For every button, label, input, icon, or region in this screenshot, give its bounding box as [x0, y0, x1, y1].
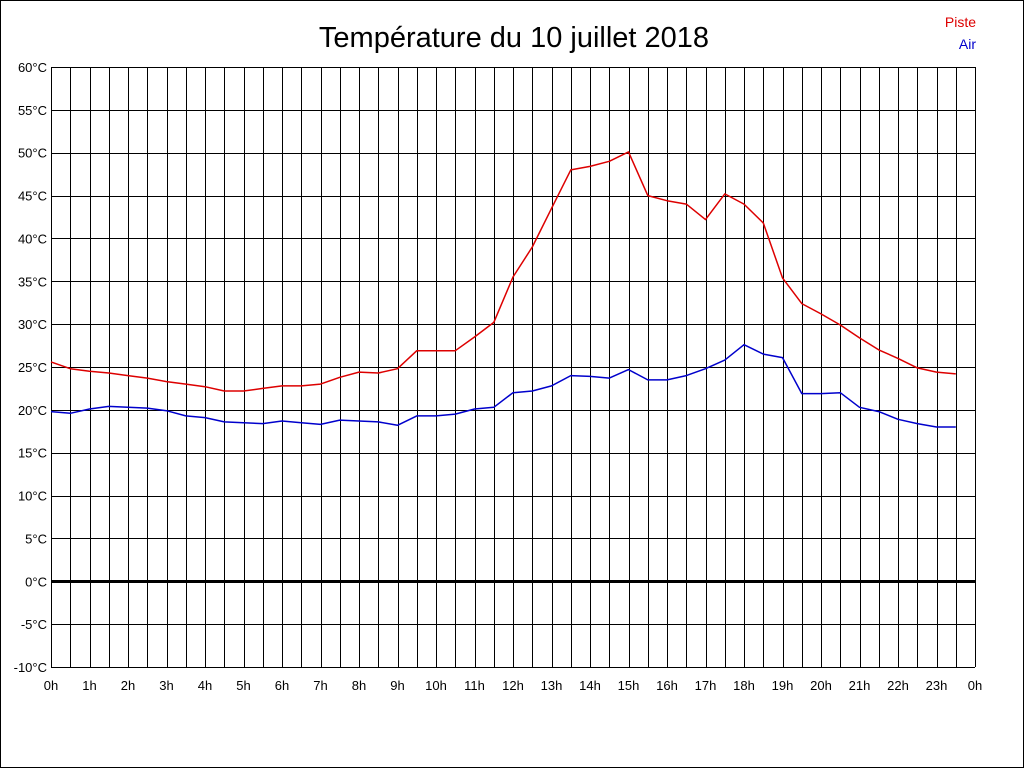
y-tick-label: -10°C — [14, 660, 47, 675]
x-tick-label: 23h — [926, 678, 948, 693]
x-tick-label: 2h — [121, 678, 135, 693]
legend: Piste Air — [945, 14, 976, 52]
x-tick-label: 6h — [275, 678, 289, 693]
grid — [51, 67, 976, 668]
y-tick-label: 25°C — [18, 360, 47, 375]
x-tick-label: 7h — [313, 678, 327, 693]
x-tick-label: 0h — [968, 678, 982, 693]
y-tick-label: 60°C — [18, 60, 47, 75]
x-tick-label: 16h — [656, 678, 678, 693]
y-tick-label: 40°C — [18, 231, 47, 246]
y-tick-label: 45°C — [18, 189, 47, 204]
x-tick-label: 19h — [772, 678, 794, 693]
x-tick-label: 15h — [618, 678, 640, 693]
y-tick-label: 5°C — [25, 531, 47, 546]
x-tick-label: 14h — [579, 678, 601, 693]
series-line-air — [50, 343, 956, 428]
x-tick-label: 9h — [390, 678, 404, 693]
x-tick-label: 0h — [44, 678, 58, 693]
x-tick-label: 4h — [198, 678, 212, 693]
y-tick-label: 30°C — [18, 317, 47, 332]
series-line-piste — [50, 151, 956, 392]
x-tick-label: 21h — [849, 678, 871, 693]
x-tick-label: 3h — [159, 678, 173, 693]
y-tick-label: 35°C — [18, 274, 47, 289]
x-tick-label: 1h — [82, 678, 96, 693]
x-tick-label: 12h — [502, 678, 524, 693]
legend-entry-piste: Piste — [945, 14, 976, 30]
x-tick-label: 13h — [541, 678, 563, 693]
y-tick-label: -5°C — [21, 617, 47, 632]
x-tick-label: 11h — [464, 678, 485, 693]
x-tick-label: 18h — [733, 678, 755, 693]
y-tick-label: 50°C — [18, 146, 47, 161]
x-tick-label: 10h — [425, 678, 447, 693]
y-tick-label: 20°C — [18, 403, 47, 418]
x-tick-label: 17h — [695, 678, 717, 693]
x-tick-label: 22h — [887, 678, 909, 693]
y-tick-label: 0°C — [25, 574, 47, 589]
x-tick-label: 8h — [352, 678, 366, 693]
chart-title: Température du 10 juillet 2018 — [319, 22, 709, 54]
y-tick-label: 55°C — [18, 103, 47, 118]
y-axis-tick-labels: -10°C -5°C 0°C 5°C 10°C 15°C 20°C 25°C 30°C 35°C 4… — [14, 60, 47, 675]
legend-entry-air: Air — [959, 36, 976, 52]
x-axis-tick-labels: 0h 1h 2h 3h 4h 5h 6h 7h 8h 9h 10h 11h 12h 13h 14h 15h 16… — [44, 678, 982, 693]
x-tick-label: 20h — [810, 678, 832, 693]
series-lines — [50, 151, 956, 428]
y-tick-label: 15°C — [18, 446, 47, 461]
x-tick-label: 5h — [236, 678, 250, 693]
y-tick-label: 10°C — [18, 489, 47, 504]
